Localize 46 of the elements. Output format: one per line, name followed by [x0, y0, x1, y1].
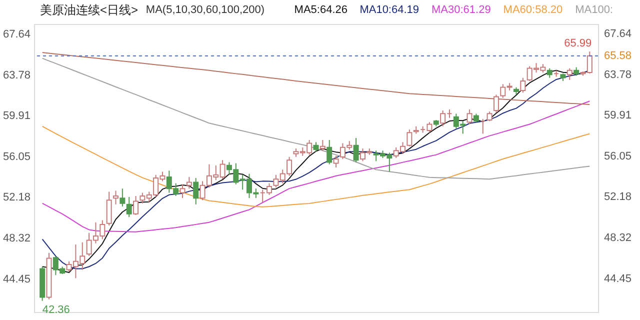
candlestick: [406, 128, 412, 147]
y-tick-label: 48.32: [2, 232, 30, 244]
y2-tick-label: 44.45: [604, 272, 632, 285]
candlestick: [126, 196, 132, 218]
y-tick-label: 59.91: [2, 110, 30, 122]
ref-line-label: 65.58: [604, 50, 632, 62]
text: MA10:64.19: [360, 4, 420, 16]
y2-tick-label: 59.91: [604, 110, 632, 122]
candlestick: [106, 191, 112, 226]
text: MA(5,10,30,60,100,200): [146, 4, 265, 16]
y-tick-label: 44.45: [2, 273, 30, 286]
line-series: [42, 126, 590, 208]
candlestick: [333, 155, 339, 168]
y2-tick-label: 56.05: [604, 150, 632, 162]
y2-tick-label: 52.18: [604, 191, 632, 204]
candlestick: [546, 68, 552, 78]
candlestick: [493, 94, 499, 114]
y2-tick-label: 67.64: [604, 28, 632, 40]
candlestick: [186, 176, 192, 190]
y-tick-label: 56.05: [2, 150, 30, 163]
candlestick: [313, 142, 319, 152]
candlestick: [193, 178, 199, 205]
candlestick: [466, 108, 472, 125]
y-tick-label: 67.64: [2, 28, 30, 41]
line-series: [42, 58, 590, 180]
text: MA60:58.20: [503, 4, 563, 16]
candlestick: [353, 137, 359, 163]
annotation: 42.36: [42, 304, 70, 316]
candlestick: [520, 77, 526, 94]
text: MA100:: [575, 4, 614, 16]
text: MA5:64.26: [294, 4, 348, 16]
y2-tick-label: 48.32: [604, 232, 632, 244]
candlestick: [120, 188, 126, 208]
candlestick: [566, 68, 572, 80]
y-tick-label: 63.78: [2, 69, 30, 82]
candlestick: [326, 140, 332, 165]
candlestick: [180, 184, 186, 199]
chart-title: 美原油连续<日线>: [40, 3, 138, 17]
candlestick: [133, 195, 139, 216]
text: MA30:61.29: [432, 4, 491, 16]
y-tick-label: 52.18: [2, 192, 30, 204]
candlestick: [320, 140, 326, 152]
annotation: 65.99: [564, 38, 592, 50]
candlestick: [113, 190, 119, 205]
y2-tick-label: 63.78: [604, 68, 632, 81]
candlestick: [486, 111, 492, 122]
